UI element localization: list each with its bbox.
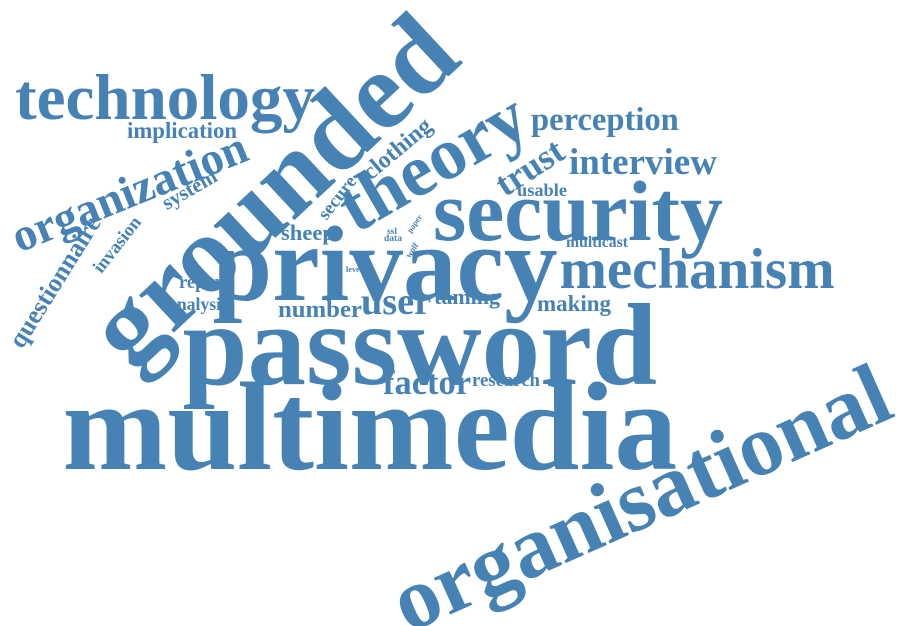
word-perception: perception — [531, 101, 679, 138]
word-taming: taming — [434, 284, 500, 309]
word-privacy: privacy — [212, 205, 558, 324]
word-sheep: sheep — [281, 219, 335, 245]
word-password: password — [182, 280, 658, 410]
word-making: making — [537, 290, 612, 316]
word-multicast: multicast — [566, 234, 628, 251]
word-user: user — [361, 281, 432, 323]
word-factor: factor — [383, 363, 472, 402]
word-level: level — [346, 265, 363, 274]
word-report: report — [179, 272, 229, 293]
word-technology: technology — [15, 61, 315, 134]
word-implication: implication — [127, 117, 238, 143]
word-mechanism: mechanism — [559, 237, 835, 301]
word-analysis: analysis — [168, 294, 228, 314]
word-interview: interview — [569, 141, 717, 183]
word-research: research — [472, 369, 540, 391]
word-security: security — [433, 164, 723, 259]
word-number: number — [278, 295, 362, 323]
word-data: data — [384, 234, 402, 244]
word-ssl: ssl — [387, 226, 397, 237]
word-multimedia: multimedia — [62, 358, 678, 497]
word-usable: usable — [517, 180, 568, 200]
